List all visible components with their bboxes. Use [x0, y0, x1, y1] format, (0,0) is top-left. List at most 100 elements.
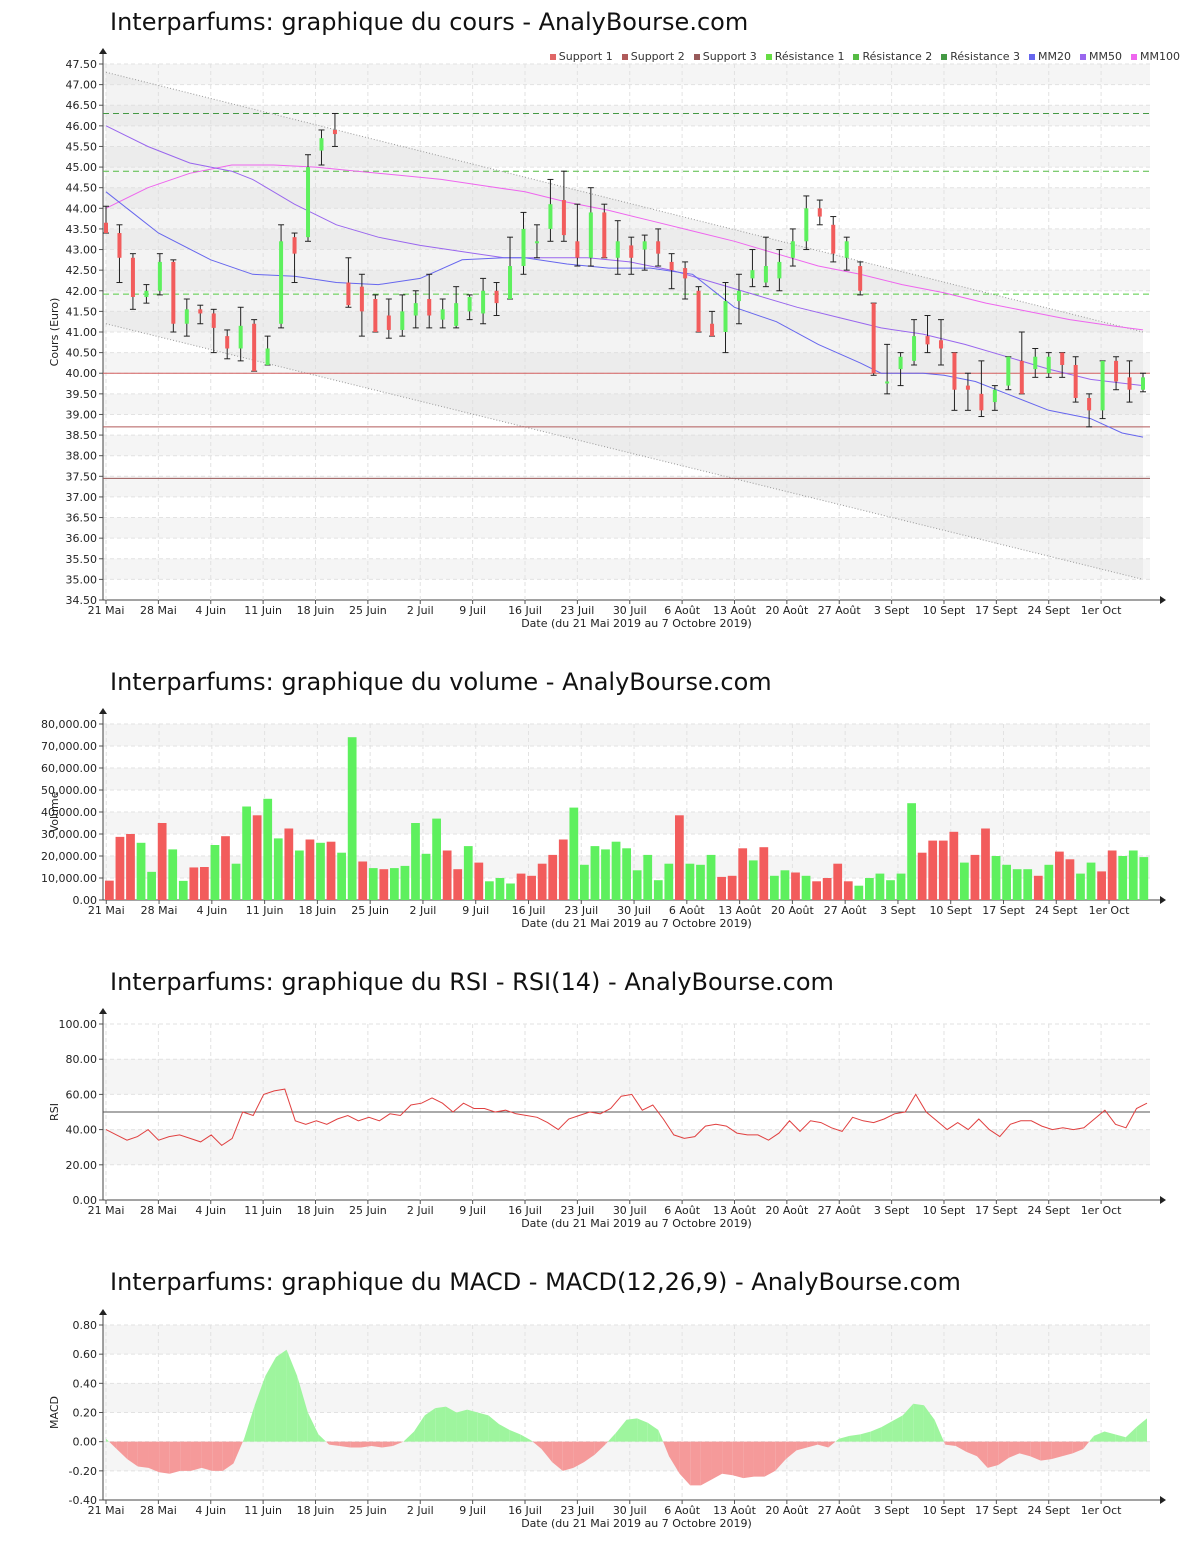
volume-bar — [569, 807, 579, 900]
macd-area-segment — [180, 1441, 191, 1471]
macd-area-segment — [339, 1441, 351, 1448]
price-chart-panel: Interparfums: graphique du cours - Analy… — [0, 8, 1200, 638]
y-tick-label: 45.50 — [66, 140, 98, 153]
legend-label: Support 1 — [558, 50, 613, 63]
macd-area-segment — [530, 1440, 533, 1442]
y-tick-label: 41.50 — [66, 305, 98, 318]
y-tick-label: 34.50 — [66, 594, 98, 607]
y-tick-label: 20.00 — [66, 1159, 98, 1172]
candle-body — [588, 212, 593, 258]
volume-bar — [601, 849, 610, 900]
macd-area-segment — [148, 1441, 160, 1473]
x-tick-label: 11 Juin — [244, 1204, 282, 1217]
channel-upper-line — [105, 71, 1144, 333]
candle-body — [521, 228, 526, 267]
candle-body — [858, 266, 863, 291]
macd-area-segment — [360, 1441, 372, 1448]
candle-body — [534, 241, 539, 244]
volume-bar — [558, 839, 568, 900]
macd-area-segment — [477, 1412, 489, 1442]
grid-band — [103, 187, 1150, 209]
y-tick-label: 43.50 — [66, 223, 98, 236]
rsi-chart: 0.00 20.00 40.00 60.00 80.00 100.00 21 Mai 28 M… — [48, 1008, 1166, 1230]
macd-area-segment — [562, 1441, 574, 1471]
y-tick-label: 0.20 — [73, 1407, 98, 1420]
y-tick-label: 40.00 — [66, 367, 98, 380]
macd-area-segment — [520, 1434, 531, 1442]
candle-body — [292, 237, 297, 254]
macd-area-segment — [943, 1441, 946, 1445]
macd-area-segment — [318, 1434, 327, 1442]
x-tick-label: 23 Juil — [560, 604, 594, 617]
macd-area-segment — [1008, 1441, 1020, 1458]
x-tick-label: 17 Sept — [975, 604, 1018, 617]
y-tick-label: 60.00 — [66, 1088, 98, 1101]
grid-band — [103, 476, 1150, 497]
macd-area-segment — [1104, 1431, 1116, 1442]
legend-label: Support 2 — [630, 50, 685, 63]
macd-area-segment — [275, 1349, 287, 1442]
candle-body — [1006, 356, 1011, 386]
macd-area-segment — [966, 1441, 978, 1457]
x-axis-label: Date (du 21 Mai 2019 au 7 Octobre 2019) — [521, 1517, 752, 1530]
macd-area-segment — [1125, 1427, 1137, 1442]
y-axis-arrow — [99, 708, 107, 714]
grid-band — [103, 1325, 1150, 1355]
volume-bar — [136, 842, 146, 900]
y-axis-label: Volume — [48, 791, 61, 832]
candle-body — [642, 241, 647, 250]
candle-body — [723, 301, 728, 332]
x-tick-label: 30 Juil — [613, 1504, 647, 1517]
macd-area-segment — [711, 1441, 723, 1480]
volume-bar — [273, 838, 283, 900]
macd-area-segment — [785, 1441, 797, 1460]
x-axis-label: Date (du 21 Mai 2019 au 7 Octobre 2019) — [521, 1217, 752, 1230]
candle-body — [171, 261, 176, 324]
x-tick-label: 4 Juin — [195, 1504, 226, 1517]
candle-body — [885, 381, 890, 384]
volume-bar — [295, 850, 304, 900]
macd-area-segment — [222, 1441, 234, 1471]
volume-bar — [326, 841, 336, 900]
candle-body — [198, 309, 203, 314]
macd-area-segment — [106, 1438, 110, 1442]
volume-bar — [865, 878, 874, 900]
macd-area-segment — [700, 1441, 712, 1486]
legend-item: Support 1 — [549, 50, 613, 63]
volume-bar — [1002, 864, 1011, 900]
macd-area-segment — [414, 1415, 425, 1442]
legend-label: MM50 — [1089, 50, 1123, 63]
x-tick-label: 17 Sept — [982, 904, 1025, 917]
grid-band — [103, 558, 1150, 580]
macd-area-segment — [297, 1376, 308, 1442]
y-tick-label: 0.60 — [73, 1348, 98, 1361]
y-tick-label: 44.50 — [66, 182, 98, 195]
volume-bar — [252, 815, 262, 900]
volume-bar — [960, 862, 969, 900]
macd-area-segment — [1115, 1434, 1126, 1442]
y-tick-label: 37.00 — [66, 491, 98, 504]
y-tick-label: 0.80 — [73, 1319, 98, 1332]
candle-body — [1114, 360, 1119, 382]
volume-bar — [580, 864, 589, 900]
macd-area-segment — [371, 1441, 383, 1448]
x-tick-label: 24 Sept — [1027, 1204, 1070, 1217]
legend-label: MM20 — [1038, 50, 1072, 63]
macd-area-segment — [753, 1441, 765, 1477]
macd-area-segment — [987, 1441, 999, 1468]
candle-body — [144, 290, 149, 297]
volume-bar — [611, 841, 621, 900]
legend-item: MM100 — [1131, 50, 1180, 63]
volume-bar — [453, 869, 463, 900]
x-tick-label: 6 Août — [669, 904, 706, 917]
x-tick-label: 30 Juil — [613, 1204, 647, 1217]
volume-bar — [189, 867, 199, 900]
y-tick-label: 60,000.00 — [41, 762, 97, 775]
macd-area-segment — [743, 1441, 754, 1479]
candle-body — [763, 266, 768, 283]
x-axis-label: Date (du 21 Mai 2019 au 7 Octobre 2019) — [521, 617, 752, 630]
volume-bar — [1086, 862, 1096, 900]
macd-chart: -0.40 -0.20 0.00 0.20 0.40 0.60 0.80 21 Mai 28 M… — [48, 1309, 1166, 1530]
macd-area-segment — [488, 1415, 500, 1442]
legend-item: Résistance 3 — [941, 50, 1020, 63]
